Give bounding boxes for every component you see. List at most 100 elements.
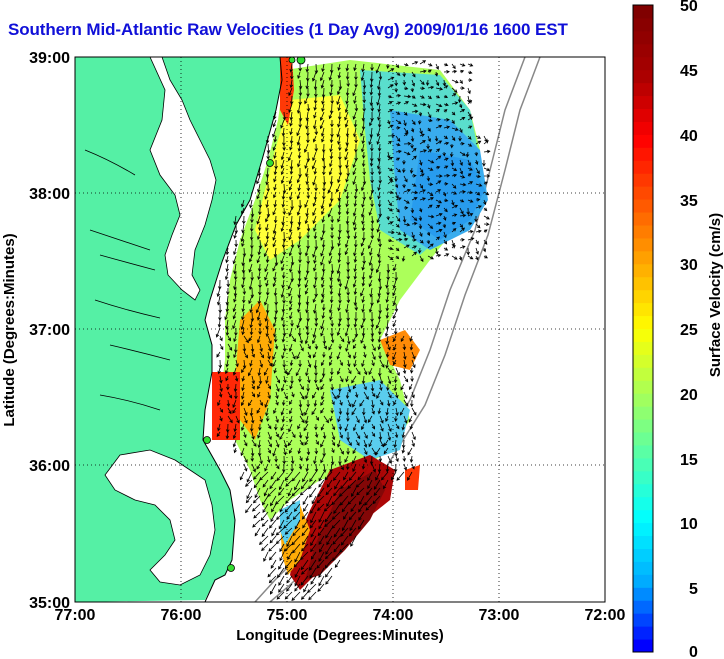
velocity-arrow bbox=[345, 127, 350, 138]
velocity-arrow bbox=[298, 256, 302, 264]
velocity-arrow bbox=[348, 511, 357, 521]
velocity-arrow bbox=[385, 335, 390, 345]
velocity-arrow bbox=[227, 391, 233, 399]
velocity-arrow bbox=[275, 383, 280, 392]
velocity-arrow bbox=[301, 527, 309, 537]
velocity-arrow bbox=[352, 279, 357, 288]
velocity-arrow bbox=[263, 247, 269, 258]
velocity-arrow bbox=[482, 247, 487, 253]
velocity-arrow bbox=[340, 527, 349, 537]
velocity-arrow bbox=[278, 479, 285, 491]
velocity-arrow bbox=[427, 214, 435, 219]
velocity-arrow bbox=[260, 511, 269, 521]
velocity-arrow bbox=[370, 335, 375, 343]
velocity-arrow bbox=[320, 391, 325, 401]
velocity-arrow bbox=[338, 279, 343, 288]
velocity-arrow bbox=[351, 487, 357, 498]
velocity-arrow bbox=[345, 207, 350, 216]
velocity-arrow bbox=[378, 239, 382, 248]
velocity-arrow bbox=[280, 407, 285, 416]
velocity-arrow bbox=[233, 263, 237, 275]
velocity-arrow bbox=[264, 399, 269, 408]
velocity-arrow bbox=[419, 133, 425, 137]
velocity-arrow bbox=[252, 503, 261, 512]
velocity-arrow bbox=[344, 247, 349, 256]
velocity-arrow bbox=[427, 127, 431, 132]
velocity-arrow bbox=[251, 431, 255, 440]
velocity-arrow bbox=[394, 87, 398, 93]
velocity-arrow bbox=[310, 575, 317, 585]
velocity-arrow bbox=[261, 527, 269, 538]
y-tick-label: 39:00 bbox=[29, 50, 70, 67]
velocity-arrow bbox=[371, 375, 376, 383]
velocity-arrow bbox=[378, 71, 383, 81]
velocity-arrow bbox=[338, 151, 342, 161]
velocity-arrow bbox=[427, 223, 434, 229]
velocity-arrow bbox=[314, 63, 319, 75]
velocity-arrow bbox=[303, 503, 309, 512]
velocity-arrow bbox=[346, 287, 350, 296]
velocity-arrow bbox=[304, 159, 309, 169]
velocity-arrow bbox=[451, 191, 458, 195]
velocity-arrow bbox=[353, 119, 358, 128]
velocity-arrow bbox=[284, 567, 293, 576]
velocity-arrow bbox=[294, 583, 301, 592]
velocity-vectors bbox=[215, 60, 491, 601]
x-tick-label: 77:00 bbox=[55, 607, 96, 624]
velocity-arrow bbox=[451, 119, 455, 125]
velocity-arrow bbox=[393, 439, 397, 449]
velocity-arrow bbox=[347, 439, 352, 446]
velocity-arrow bbox=[467, 255, 474, 260]
colorbar-band bbox=[633, 17, 653, 32]
velocity-arrow bbox=[272, 263, 277, 272]
velocity-arrow bbox=[345, 159, 349, 169]
velocity-arrow bbox=[347, 351, 351, 359]
velocity-arrow bbox=[380, 471, 389, 481]
colorbar-band bbox=[633, 419, 653, 433]
velocity-arrow bbox=[323, 503, 333, 512]
velocity-arrow bbox=[321, 103, 325, 113]
velocity-arrow bbox=[338, 296, 342, 304]
velocity-arrow bbox=[361, 199, 365, 208]
velocity-arrow bbox=[345, 87, 350, 97]
velocity-arrow bbox=[267, 455, 271, 464]
velocity-arrow bbox=[339, 431, 343, 439]
velocity-arrow bbox=[266, 151, 270, 160]
velocity-arrow bbox=[418, 215, 423, 222]
velocity-arrow bbox=[411, 221, 418, 226]
velocity-arrow bbox=[459, 199, 465, 203]
velocity-arrow bbox=[378, 279, 383, 291]
velocity-arrow bbox=[241, 223, 245, 234]
velocity-arrow bbox=[284, 559, 293, 570]
velocity-arrow bbox=[369, 247, 373, 256]
velocity-arrow bbox=[286, 575, 293, 584]
velocity-arrow bbox=[371, 399, 375, 409]
velocity-arrow bbox=[273, 151, 277, 160]
velocity-arrow bbox=[443, 215, 447, 221]
velocity-arrow bbox=[298, 79, 303, 90]
velocity-arrow bbox=[288, 183, 293, 191]
velocity-arrow bbox=[279, 551, 285, 562]
velocity-arrow bbox=[241, 279, 245, 289]
velocity-arrow bbox=[409, 423, 413, 430]
velocity-arrow bbox=[466, 207, 470, 216]
velocity-arrow bbox=[320, 231, 325, 241]
velocity-arrow bbox=[216, 295, 221, 306]
velocity-arrow bbox=[443, 165, 449, 169]
velocity-arrow bbox=[281, 399, 286, 407]
velocity-arrow bbox=[330, 223, 334, 232]
velocity-arrow bbox=[419, 140, 426, 145]
colorbar-ticks: 50 45 40 35 30 25 20 15 10 5 0 bbox=[680, 0, 698, 659]
velocity-arrow bbox=[350, 535, 357, 547]
velocity-arrow bbox=[311, 407, 317, 416]
velocity-arrow bbox=[280, 167, 285, 176]
velocity-arrow bbox=[353, 255, 358, 264]
velocity-arrow bbox=[298, 111, 303, 122]
velocity-arrow bbox=[395, 71, 401, 76]
velocity-arrow bbox=[305, 79, 309, 90]
velocity-arrow bbox=[403, 237, 409, 242]
velocity-arrow bbox=[353, 127, 357, 138]
velocity-arrow bbox=[403, 222, 411, 227]
velocity-arrow bbox=[281, 415, 286, 423]
velocity-arrow bbox=[451, 221, 457, 226]
